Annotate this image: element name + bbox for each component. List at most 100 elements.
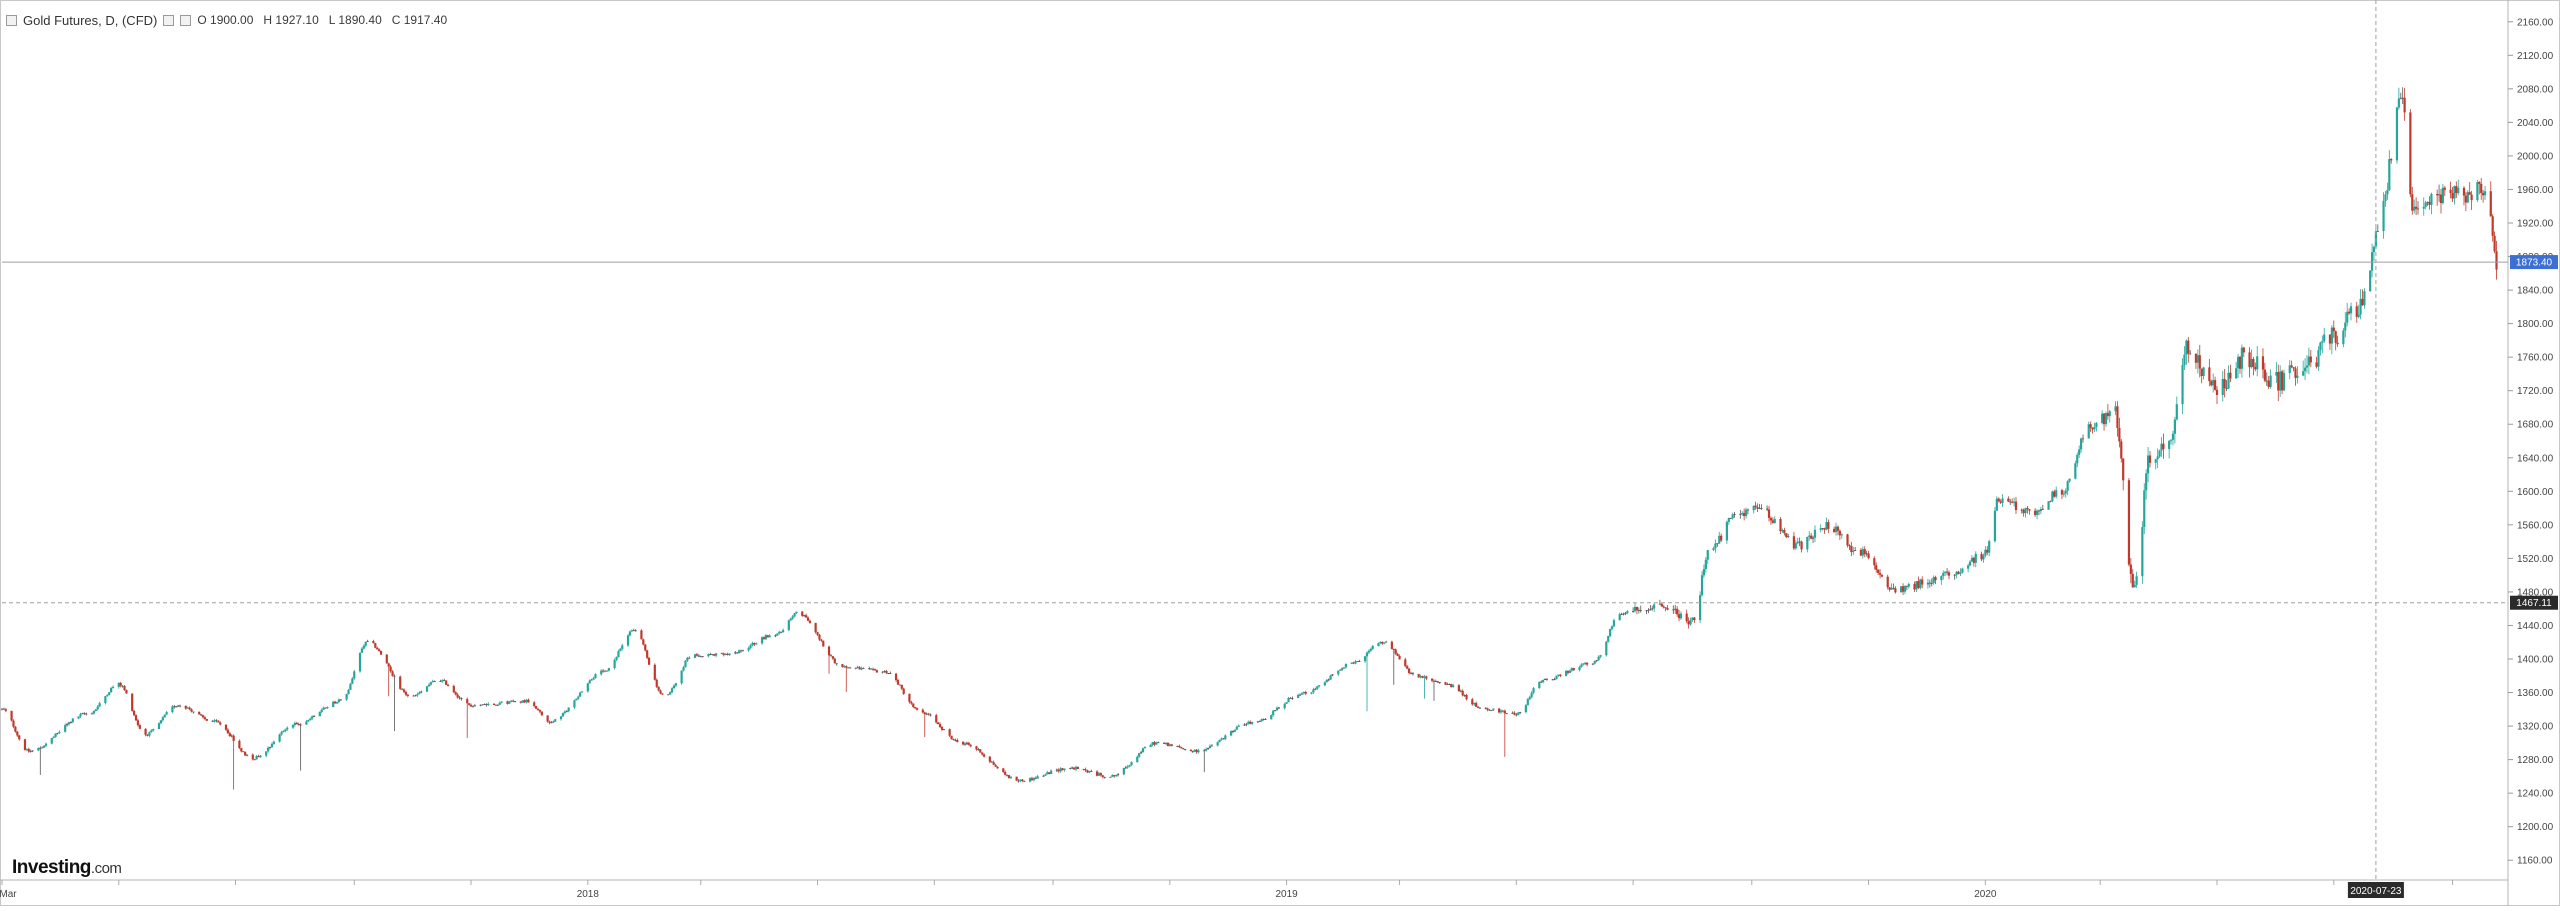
- candle-body: [1727, 518, 1730, 522]
- candle-body: [2012, 501, 2016, 503]
- candle-body: [1344, 663, 1348, 668]
- candle-body: [1919, 579, 1922, 588]
- candle-body: [1993, 510, 1997, 542]
- candle-body: [56, 732, 59, 734]
- candle-body: [2470, 194, 2473, 201]
- candle-body: [150, 730, 153, 733]
- candle-body: [2146, 455, 2150, 474]
- candle-body: [1314, 688, 1317, 690]
- candle-body: [2183, 354, 2186, 366]
- candle-body: [326, 707, 329, 709]
- candle-body: [1289, 698, 1292, 699]
- candle-body: [1873, 558, 1876, 566]
- candle-body: [835, 663, 838, 665]
- candle-body: [374, 643, 377, 648]
- candle-body: [1296, 695, 1300, 698]
- candle-body: [1157, 742, 1160, 744]
- candle-body: [724, 653, 727, 655]
- candle-body: [132, 710, 136, 716]
- candle-body: [240, 748, 243, 752]
- candle-body: [79, 714, 82, 717]
- candle-body: [908, 693, 911, 702]
- candle-body: [736, 652, 739, 654]
- candle-body: [2227, 372, 2230, 389]
- candle-body: [1821, 528, 1824, 529]
- candle-body: [71, 718, 74, 723]
- legend-high: H 1927.10: [263, 13, 319, 27]
- candle-body: [856, 667, 859, 669]
- y-tick-label: 1480.00: [2517, 587, 2554, 598]
- candle-body: [259, 755, 262, 758]
- candle-body: [485, 704, 488, 706]
- candle-body: [2453, 186, 2456, 199]
- candle-body: [2319, 342, 2322, 351]
- candle-body: [787, 620, 790, 631]
- y-tick-label: 1160.00: [2517, 856, 2553, 867]
- candle-body: [655, 679, 658, 687]
- candle-body: [1720, 535, 1723, 541]
- candle-body: [175, 706, 178, 708]
- candle-body: [1256, 721, 1259, 723]
- candle-body: [1071, 767, 1074, 769]
- candle-body: [1769, 517, 1773, 521]
- candle-body: [1704, 559, 1707, 570]
- settings-icon[interactable]: [163, 14, 175, 26]
- candle-body: [213, 720, 216, 722]
- visibility-icon[interactable]: [180, 14, 192, 26]
- x-tick-label: 2020: [1974, 889, 1997, 900]
- candle-body: [1689, 619, 1692, 625]
- candle-body: [2120, 441, 2123, 459]
- candle-body: [1702, 569, 1706, 576]
- candle-body: [753, 642, 756, 645]
- candle-body: [1222, 738, 1225, 740]
- candle-body: [2118, 427, 2121, 442]
- candle-body: [2001, 498, 2004, 503]
- candle-body: [2384, 194, 2387, 201]
- candle-body: [602, 670, 605, 672]
- candle-body: [954, 739, 957, 741]
- candle-body: [178, 705, 182, 707]
- y-tick-label: 1440.00: [2517, 621, 2554, 632]
- candle-body: [2372, 246, 2376, 253]
- candle-body: [27, 749, 30, 752]
- candle-body: [1392, 649, 1395, 650]
- candle-body: [1115, 774, 1118, 777]
- candle-body: [81, 713, 84, 715]
- candle-body: [619, 648, 622, 652]
- candle-body: [1341, 668, 1344, 670]
- candle-body: [2476, 182, 2479, 201]
- candle-body: [203, 717, 207, 719]
- candle-body: [1088, 771, 1091, 773]
- candle-body: [2382, 200, 2385, 232]
- candle-body: [1865, 553, 1868, 555]
- candle-body: [1274, 710, 1277, 712]
- candle-body: [975, 746, 978, 750]
- candle-body: [1664, 607, 1667, 609]
- collapse-legend-icon[interactable]: [6, 14, 17, 26]
- candle-body: [201, 715, 205, 718]
- candle-body: [2328, 334, 2332, 344]
- candle-body: [14, 726, 17, 732]
- candle-body: [661, 693, 664, 695]
- y-tick-label: 1680.00: [2517, 420, 2554, 431]
- candle-body: [1827, 522, 1830, 529]
- candle-body: [1122, 768, 1125, 775]
- candle-body: [429, 682, 432, 685]
- candle-body: [2315, 362, 2318, 367]
- candle-body: [1138, 753, 1141, 757]
- candle-body: [2, 708, 6, 710]
- candle-body: [860, 668, 863, 670]
- candle-body: [1258, 721, 1261, 723]
- candle-body: [2194, 353, 2198, 363]
- candle-body: [452, 685, 455, 693]
- candle-body: [2254, 367, 2257, 370]
- candle-body: [2102, 413, 2106, 425]
- candle-body: [2104, 413, 2108, 425]
- candle-body: [1639, 610, 1642, 611]
- candle-body: [2049, 501, 2052, 502]
- candle-body: [1610, 626, 1614, 630]
- candle-body: [1934, 577, 1937, 581]
- candle-body: [41, 747, 44, 749]
- x-tick-label: Mar: [0, 889, 17, 900]
